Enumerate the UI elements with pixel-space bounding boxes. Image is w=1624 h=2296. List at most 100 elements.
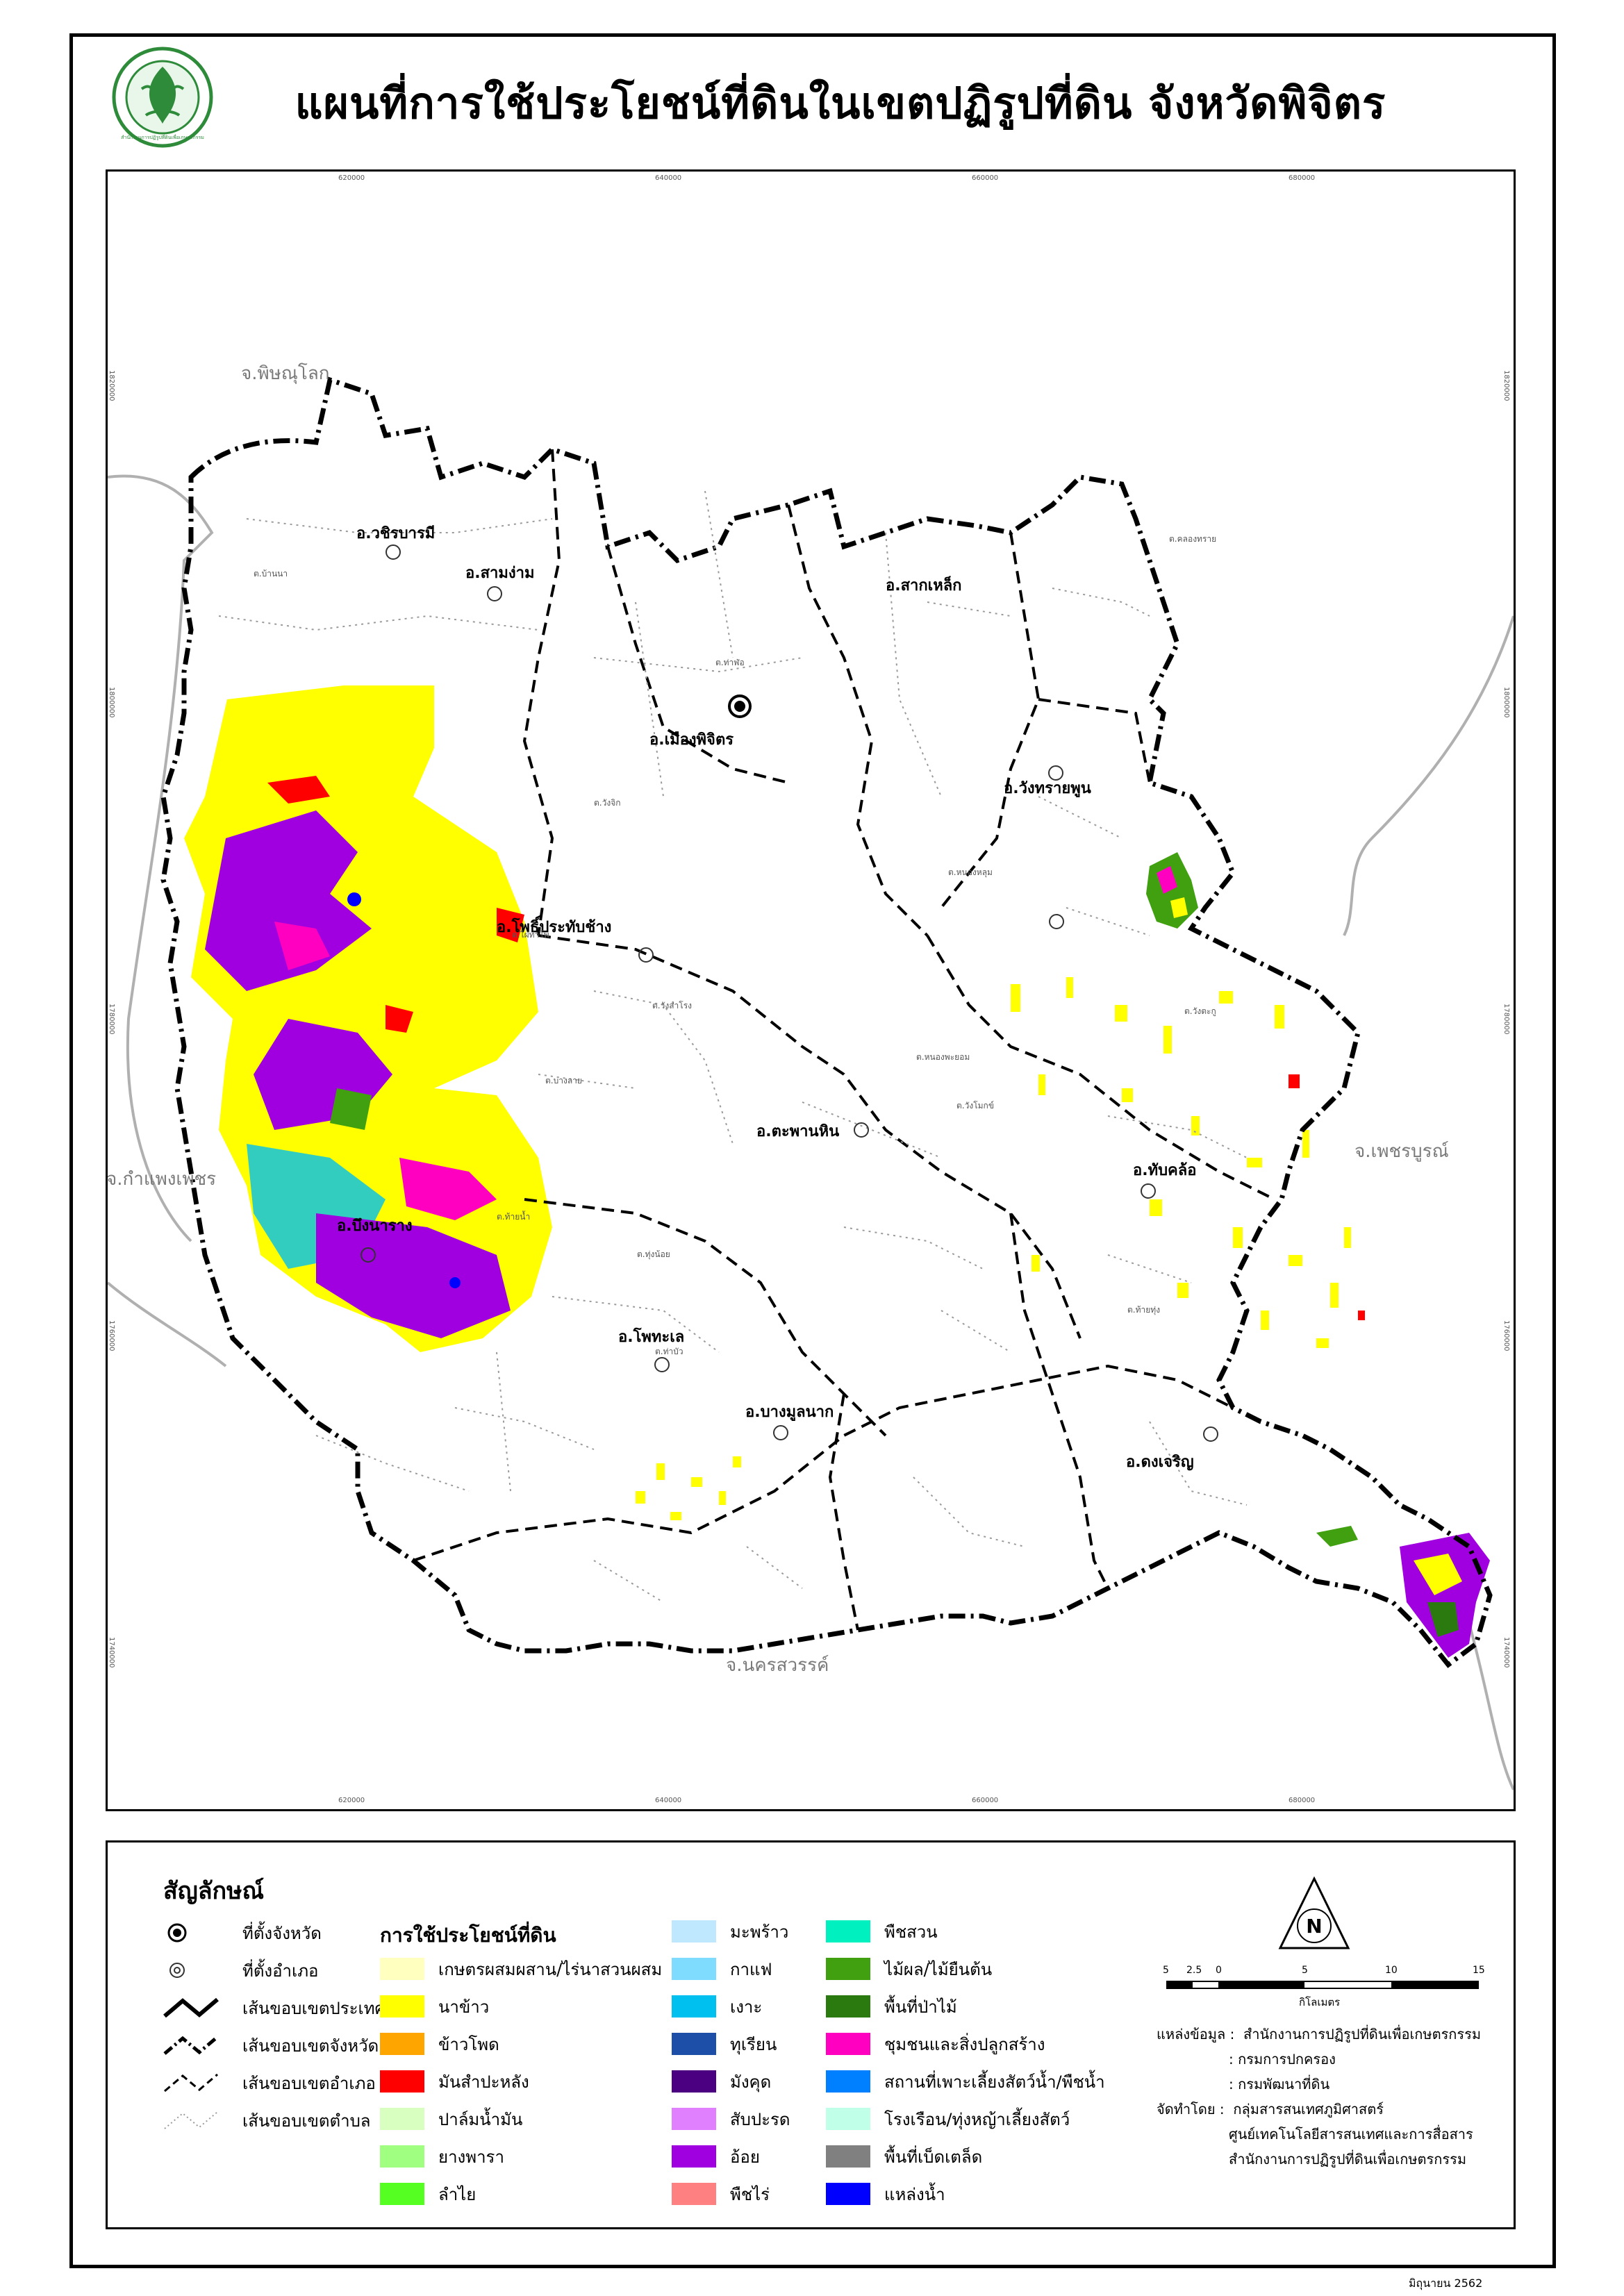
landuse-label: มะพร้าว — [730, 1922, 789, 1942]
credits-source-label: แหล่งข้อมูล : — [1157, 2026, 1235, 2043]
neighbor-boundary-south — [108, 1281, 227, 1367]
landuse-swatch — [826, 2145, 870, 2168]
district-label: อ.สามง่าม — [465, 565, 535, 582]
landuse-label: กาแฟ — [730, 1959, 772, 1979]
x-tick-label-bottom: 660000 — [972, 1797, 999, 1804]
landuse-label: ยางพารา — [438, 2147, 504, 2167]
province-seat-marker[interactable] — [728, 694, 752, 718]
district-boundary-line-icon — [164, 2073, 218, 2093]
district-label: อ.ดงเจริญ — [1126, 1454, 1194, 1471]
landuse-label: พืชสวน — [884, 1922, 938, 1942]
landuse-legend-item: อ้อย — [672, 2144, 760, 2169]
subdistrict-label: ต.บางลาย — [545, 1076, 582, 1085]
landuse-swatch — [826, 2108, 870, 2130]
district-seat-marker[interactable] — [1203, 1426, 1218, 1442]
legend-symbol-label: เส้นขอบเขตตำบล — [242, 2111, 371, 2131]
legend-symbol-row: ที่ตั้งจังหวัด — [163, 1920, 322, 1945]
credits-producer-line: จัดทำโดย : กลุ่มสารสนเทศภูมิศาสตร์ — [1157, 2097, 1504, 2122]
landuse-swatch — [672, 2070, 716, 2093]
landuse-swatch — [380, 2183, 424, 2205]
district-label: อ.ตะพานหิน — [756, 1123, 840, 1140]
landuse-legend-item: สถานที่เพาะเลี้ยงสัตว์น้ำ/พืชน้ำ — [826, 2069, 1105, 2094]
landuse-swatch — [380, 1958, 424, 1980]
y-tick-label-right: 1800000 — [1502, 687, 1510, 718]
landuse-label: ข้าวโพด — [438, 2034, 499, 2054]
y-tick-label-left: 1780000 — [108, 1004, 115, 1035]
landuse-swatch — [672, 1958, 716, 1980]
province-boundary-line-icon — [163, 2036, 219, 2055]
landuse-label: มันสำปะหลัง — [438, 2072, 529, 2092]
district-seat-marker[interactable] — [854, 1122, 869, 1138]
subdistrict-label: ต.วังตะกู — [1184, 1006, 1216, 1016]
province-label: จ.เพชรบูรณ์ — [1354, 1141, 1449, 1162]
district-seat-marker[interactable] — [773, 1425, 788, 1440]
x-tick-label-top: 620000 — [338, 174, 365, 182]
scale-tick-label: 0 — [1216, 1965, 1222, 1976]
x-tick-label-bottom: 640000 — [655, 1797, 682, 1804]
subdistrict-label: ต.ท้ายทุ่ง — [1127, 1305, 1161, 1315]
landuse-legend-item: ชุมชนและสิ่งปลูกสร้าง — [826, 2031, 1045, 2056]
landuse-swatch — [826, 1958, 870, 1980]
y-tick-label-right: 1760000 — [1502, 1320, 1510, 1351]
landuse-label: พืชไร่ — [730, 2184, 770, 2204]
legend-symbol-row: เส้นขอบเขตอำเภอ — [163, 2070, 376, 2095]
district-label: อ.บึงนาราง — [337, 1217, 413, 1235]
landuse-legend-title: การใช้ประโยชน์ที่ดิน — [380, 1924, 556, 1947]
credits: แหล่งข้อมูล : สำนักงานการปฏิรูปที่ดินเพื… — [1157, 2022, 1504, 2172]
district-label: อ.สากเหล็ก — [886, 577, 962, 594]
landuse-west — [184, 685, 552, 1352]
landuse-wangsaiphun — [1146, 852, 1198, 929]
landuse-label: มังคุด — [730, 2072, 772, 2092]
district-seat-marker[interactable] — [487, 586, 502, 601]
district-seat-marker[interactable] — [638, 947, 654, 963]
subdistrict-label: ต.ท่าฬ่อ — [715, 658, 745, 667]
district-seat-marker[interactable] — [654, 1357, 670, 1372]
landuse-swatch — [826, 2033, 870, 2055]
landuse-legend-item: สับปะรด — [672, 2106, 790, 2131]
district-label: อ.วชิรบารมี — [356, 525, 436, 542]
legend-symbol-row: ที่ตั้งอำเภอ — [163, 1958, 318, 1983]
landuse-legend-item: กาแฟ — [672, 1956, 772, 1981]
landuse-legend-item: พื้นที่ป่าไม้ — [826, 1994, 957, 2019]
district-seat-marker[interactable] — [361, 1247, 376, 1263]
province-label: จ.พิษณุโลก — [241, 363, 330, 384]
landuse-swatch — [672, 1995, 716, 2018]
district-seat-marker[interactable] — [1048, 765, 1063, 781]
map-panel[interactable]: จ.พิษณุโลก จ.กำแพงเพชร จ.เพชรบูรณ์ จ.นคร… — [106, 169, 1516, 1811]
subdistrict-label: ต.หนองหลุม — [948, 867, 993, 877]
landuse-legend-item: ปาล์มน้ำมัน — [380, 2106, 522, 2131]
landuse-swatch — [380, 2145, 424, 2168]
seal-text: สำนักงานการปฏิรูปที่ดินเพื่อเกษตรกรรม — [121, 134, 204, 140]
credits-source: : กรมการปกครอง — [1229, 2051, 1336, 2068]
credits-producer: กลุ่มสารสนเทศภูมิศาสตร์ — [1233, 2101, 1384, 2118]
map-frame — [69, 33, 1556, 2268]
y-tick-label-right: 1820000 — [1502, 370, 1510, 401]
landuse-label: เกษตรผสมผสาน/ไร่นาสวนผสม — [438, 1959, 663, 1979]
country-boundary-line-icon — [163, 1997, 219, 2018]
district-seat-marker[interactable] — [1141, 1183, 1156, 1199]
map-canvas[interactable] — [108, 172, 1514, 1809]
landuse-legend-item: ไม้ผล/ไม้ยืนต้น — [826, 1956, 992, 1981]
landuse-swatch — [672, 2145, 716, 2168]
district-boundaries — [413, 449, 1275, 1631]
district-label: อ.โพธิ์ประทับช้าง — [497, 919, 612, 936]
legend-symbol-row: เส้นขอบเขตจังหวัด — [163, 2033, 379, 2058]
subdistrict-label: ต.ท่าบัว — [655, 1347, 683, 1356]
x-tick-label-top: 660000 — [972, 174, 999, 182]
x-tick-label-top: 640000 — [655, 174, 682, 182]
province-boundary — [160, 376, 1493, 1668]
subdistrict-label: ต.วังจิก — [594, 798, 621, 808]
district-seat-marker[interactable] — [1049, 914, 1064, 929]
credits-source: : กรมพัฒนาที่ดิน — [1229, 2076, 1330, 2093]
alro-seal-icon: สำนักงานการปฏิรูปที่ดินเพื่อเกษตรกรรม — [112, 47, 213, 148]
date-label: มิถุนายน 2562 — [1409, 2277, 1483, 2290]
district-seat-marker[interactable] — [386, 544, 401, 560]
scale-tick-label: 15 — [1473, 1965, 1485, 1976]
landuse-label: ทุเรียน — [730, 2034, 777, 2054]
subdistrict-label: ต.วังสำโรง — [652, 1001, 693, 1010]
landuse-label: ปาล์มน้ำมัน — [438, 2109, 523, 2129]
landuse-legend-item: ลำไย — [380, 2181, 476, 2206]
district-label: อ.โพทะเล — [618, 1329, 685, 1346]
landuse-label: สถานที่เพาะเลี้ยงสัตว์น้ำ/พืชน้ำ — [884, 2072, 1105, 2092]
subdistrict-label: ต.บ้านนา — [254, 569, 288, 579]
